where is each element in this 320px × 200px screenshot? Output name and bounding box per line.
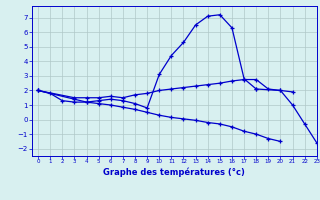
- X-axis label: Graphe des températures (°c): Graphe des températures (°c): [103, 167, 245, 177]
